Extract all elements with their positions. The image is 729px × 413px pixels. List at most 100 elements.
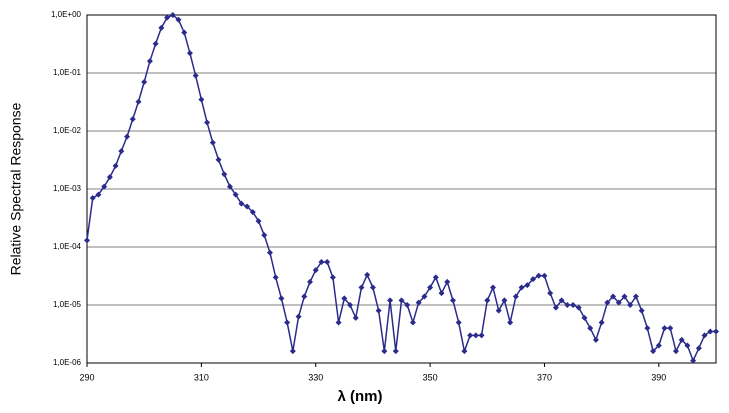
data-point xyxy=(501,297,508,304)
data-point xyxy=(181,29,188,36)
data-point xyxy=(707,328,714,335)
data-point xyxy=(541,272,548,279)
data-point xyxy=(387,297,394,304)
x-tick-label: 350 xyxy=(423,372,438,382)
data-point xyxy=(695,345,702,352)
data-point xyxy=(467,332,474,339)
data-point xyxy=(598,319,605,326)
data-point xyxy=(535,272,542,279)
data-point xyxy=(232,191,239,198)
data-point xyxy=(610,293,617,300)
data-point xyxy=(301,293,308,300)
data-point xyxy=(352,314,359,321)
data-point xyxy=(489,284,496,291)
y-tick-label: 1,0E+00 xyxy=(51,10,82,19)
data-point xyxy=(381,348,388,355)
x-tick-label: 310 xyxy=(194,372,209,382)
data-point xyxy=(141,78,148,85)
data-point xyxy=(226,183,233,190)
data-point xyxy=(101,183,108,190)
x-tick-label: 390 xyxy=(651,372,666,382)
x-tick-label: 290 xyxy=(79,372,94,382)
data-point xyxy=(221,171,228,178)
data-point xyxy=(621,293,628,300)
data-point xyxy=(398,297,405,304)
y-tick-label: 1,0E-01 xyxy=(53,68,82,77)
data-point xyxy=(129,116,136,123)
data-point xyxy=(209,139,216,146)
data-point xyxy=(169,12,176,18)
data-point xyxy=(684,342,691,349)
y-tick-label: 1,0E-02 xyxy=(53,126,82,135)
data-point xyxy=(581,314,588,321)
data-point xyxy=(678,336,685,343)
data-point xyxy=(146,58,153,65)
data-point xyxy=(318,259,325,266)
data-point xyxy=(335,319,342,326)
data-point xyxy=(238,200,245,207)
data-point xyxy=(655,342,662,349)
data-point xyxy=(427,284,434,291)
data-point xyxy=(84,237,90,244)
data-point xyxy=(152,40,159,47)
data-point xyxy=(164,14,171,21)
data-point xyxy=(530,276,537,283)
data-point xyxy=(632,293,639,300)
data-point xyxy=(478,332,485,339)
data-point xyxy=(95,191,102,198)
data-point xyxy=(587,325,594,332)
data-line xyxy=(86,14,716,363)
data-point xyxy=(364,271,371,278)
data-point xyxy=(278,295,285,302)
data-point xyxy=(449,297,456,304)
data-point xyxy=(312,267,319,274)
data-point xyxy=(375,307,382,314)
data-point xyxy=(438,290,445,297)
data-point xyxy=(615,299,622,306)
data-point xyxy=(690,357,697,364)
data-point xyxy=(564,302,571,308)
x-tick-label: 370 xyxy=(537,372,552,382)
data-point xyxy=(124,133,131,140)
data-point xyxy=(261,232,268,239)
data-point xyxy=(638,307,645,314)
data-point xyxy=(324,259,331,266)
data-point xyxy=(570,302,577,308)
data-point xyxy=(524,282,531,289)
y-tick-label: 1,0E-04 xyxy=(53,242,82,251)
data-point xyxy=(392,348,399,355)
data-point xyxy=(512,293,519,300)
data-point xyxy=(627,302,634,308)
x-axis-label: λ (nm) xyxy=(338,388,383,405)
data-point xyxy=(192,72,199,79)
data-point xyxy=(472,332,479,339)
data-point xyxy=(289,348,296,355)
plot-frame xyxy=(86,14,717,364)
data-point xyxy=(507,319,514,326)
data-point xyxy=(186,50,193,57)
data-point xyxy=(358,284,365,291)
data-point xyxy=(158,24,165,31)
data-point xyxy=(444,278,451,285)
data-point xyxy=(244,203,251,210)
data-point xyxy=(347,302,354,308)
x-tick-label: 330 xyxy=(308,372,323,382)
data-point xyxy=(455,319,462,326)
data-point xyxy=(604,299,611,306)
y-tick-label: 1,0E-03 xyxy=(53,184,82,193)
data-point xyxy=(175,16,182,23)
data-point xyxy=(404,302,411,308)
y-tick-label: 1,0E-05 xyxy=(53,300,82,309)
y-axis-label: Relative Spectral Response xyxy=(8,102,24,275)
data-point xyxy=(713,328,719,335)
data-point xyxy=(112,162,119,169)
data-point xyxy=(415,299,422,306)
data-point xyxy=(421,293,428,300)
data-point xyxy=(644,325,651,332)
data-point xyxy=(255,218,262,225)
data-point xyxy=(272,274,279,281)
data-point xyxy=(284,319,291,326)
data-point xyxy=(432,274,439,281)
y-tick-label: 1,0E-06 xyxy=(53,358,82,367)
